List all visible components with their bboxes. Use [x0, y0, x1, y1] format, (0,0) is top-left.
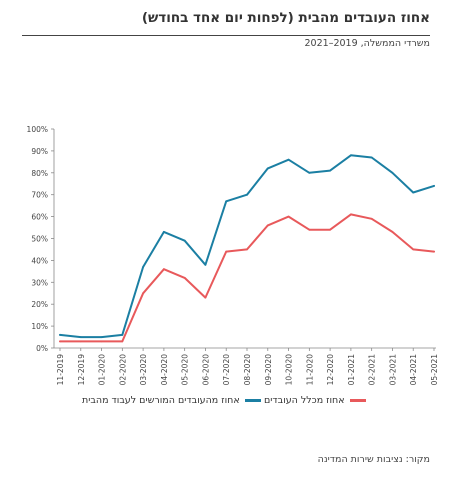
x-tick-label: 01-2021 [347, 354, 356, 386]
x-tick-label: 01-2020 [98, 354, 107, 386]
legend-swatch-teal [244, 399, 261, 402]
data-point-all [121, 340, 124, 343]
data-point-authorized [412, 191, 415, 194]
data-point-authorized [183, 239, 186, 242]
data-point-all [329, 228, 331, 231]
data-point-all [391, 231, 394, 233]
x-tick-label: 06-2020 [201, 354, 210, 386]
x-tick-label: 04-2020 [160, 354, 169, 386]
data-point-all [59, 340, 61, 343]
data-point-all [287, 215, 290, 218]
x-tick-label: 04-2021 [409, 354, 418, 386]
data-point-authorized [100, 336, 103, 338]
y-tick-label: 80% [31, 169, 48, 178]
x-tick-label: 11-2019 [56, 354, 65, 386]
legend-label-all: אחוז מכלל העובדים [264, 395, 345, 406]
data-point-authorized [142, 266, 145, 268]
y-tick-label: 10% [31, 322, 48, 331]
x-tick-label: 08-2020 [243, 354, 252, 386]
y-tick-label: 50% [31, 235, 48, 244]
data-point-authorized [287, 158, 290, 161]
x-tick-label: 07-2020 [222, 354, 231, 386]
data-point-authorized [79, 336, 82, 338]
title-divider [22, 35, 430, 37]
data-point-authorized [246, 193, 248, 196]
data-point-authorized [121, 334, 124, 336]
data-point-all [100, 340, 103, 343]
y-tick-label: 60% [31, 213, 48, 222]
data-point-authorized [225, 200, 228, 203]
data-point-all [266, 224, 269, 227]
data-point-all [412, 248, 415, 251]
data-point-all [163, 268, 165, 271]
data-point-authorized [163, 231, 165, 233]
series-line-all [59, 213, 435, 343]
data-point-authorized [329, 169, 331, 172]
data-point-all [204, 296, 207, 299]
data-point-all [79, 340, 82, 343]
x-tick-label: 12-2019 [77, 354, 86, 386]
x-tick-label: 05-2021 [430, 354, 439, 386]
data-point-all [350, 213, 352, 216]
data-point-authorized [370, 156, 373, 159]
y-tick-label: 100% [27, 125, 48, 134]
data-point-authorized [266, 167, 269, 170]
x-tick-label: 09-2020 [264, 354, 273, 386]
x-tick-label: 05-2020 [181, 354, 190, 386]
data-point-all [142, 292, 145, 295]
x-tick-label: 02-2020 [118, 354, 127, 386]
data-point-authorized [59, 334, 61, 336]
data-point-all [246, 248, 248, 251]
chart-subtitle: משרדי הממשלה, 2019–2021 [304, 38, 431, 49]
legend-item-authorized: אחוז מהעובדים המורשים לעבוד מהבית [82, 395, 261, 406]
x-tick-label: 03-2021 [388, 354, 397, 386]
y-tick-label: 0% [36, 344, 48, 353]
data-point-all [225, 250, 228, 253]
chart-title: אחוז העובדים מהבית (לפחות יום אחד בחודש) [141, 10, 430, 26]
data-point-all [308, 228, 311, 231]
y-tick-label: 20% [31, 300, 48, 309]
legend-item-all: אחוז מכלל העובדים [264, 395, 366, 406]
data-point-authorized [391, 171, 394, 174]
y-tick-label: 70% [31, 191, 48, 200]
y-tick-label: 90% [31, 147, 48, 156]
data-point-authorized [350, 154, 352, 157]
x-tick-label: 02-2021 [368, 354, 377, 386]
legend-label-authorized: אחוז מהעובדים המורשים לעבוד מהבית [82, 395, 240, 406]
x-tick-label: 10-2020 [285, 354, 294, 386]
source-note: מקור: נציבות שירות המדינה [317, 454, 430, 465]
x-tick-label: 11-2020 [305, 354, 314, 386]
x-tick-label: 03-2020 [139, 354, 148, 386]
data-point-all [183, 277, 186, 279]
y-tick-label: 40% [31, 256, 48, 265]
data-point-authorized [433, 185, 435, 187]
data-point-all [433, 250, 435, 253]
data-point-authorized [308, 171, 311, 174]
series-line-authorized [59, 154, 435, 339]
data-point-all [370, 217, 373, 220]
x-tick-label: 12-2020 [326, 354, 335, 386]
y-tick-label: 30% [31, 278, 48, 287]
data-point-authorized [204, 263, 207, 266]
legend-swatch-red [349, 399, 366, 402]
